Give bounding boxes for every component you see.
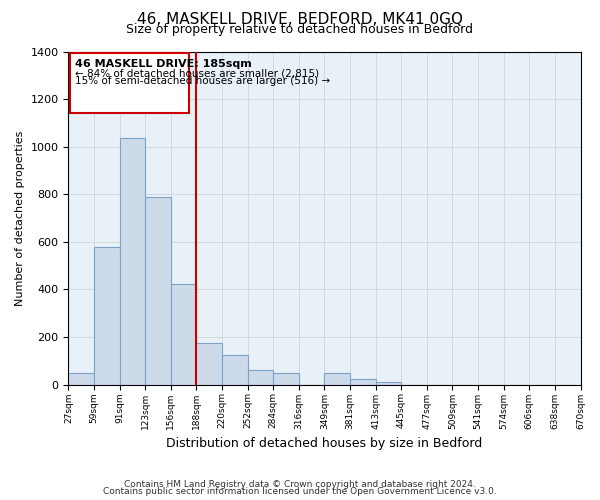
Bar — [196, 343, 222, 384]
X-axis label: Distribution of detached houses by size in Bedford: Distribution of detached houses by size … — [166, 437, 482, 450]
Text: 46, MASKELL DRIVE, BEDFORD, MK41 0GQ: 46, MASKELL DRIVE, BEDFORD, MK41 0GQ — [137, 12, 463, 28]
Text: Size of property relative to detached houses in Bedford: Size of property relative to detached ho… — [127, 22, 473, 36]
Bar — [376, 382, 401, 384]
Bar — [68, 373, 94, 384]
Text: Contains HM Land Registry data © Crown copyright and database right 2024.: Contains HM Land Registry data © Crown c… — [124, 480, 476, 489]
Text: 46 MASKELL DRIVE: 185sqm: 46 MASKELL DRIVE: 185sqm — [75, 58, 251, 68]
Bar — [325, 373, 350, 384]
Text: 15% of semi-detached houses are larger (516) →: 15% of semi-detached houses are larger (… — [75, 76, 330, 86]
Bar — [273, 373, 299, 384]
Text: Contains public sector information licensed under the Open Government Licence v3: Contains public sector information licen… — [103, 488, 497, 496]
Bar — [248, 370, 273, 384]
Bar — [350, 380, 376, 384]
Text: ← 84% of detached houses are smaller (2,815): ← 84% of detached houses are smaller (2,… — [75, 68, 319, 78]
Bar — [94, 247, 119, 384]
Y-axis label: Number of detached properties: Number of detached properties — [15, 130, 25, 306]
Bar — [119, 138, 145, 384]
Bar — [222, 355, 248, 384]
Bar — [145, 196, 171, 384]
FancyBboxPatch shape — [70, 52, 189, 114]
Bar — [171, 284, 196, 384]
